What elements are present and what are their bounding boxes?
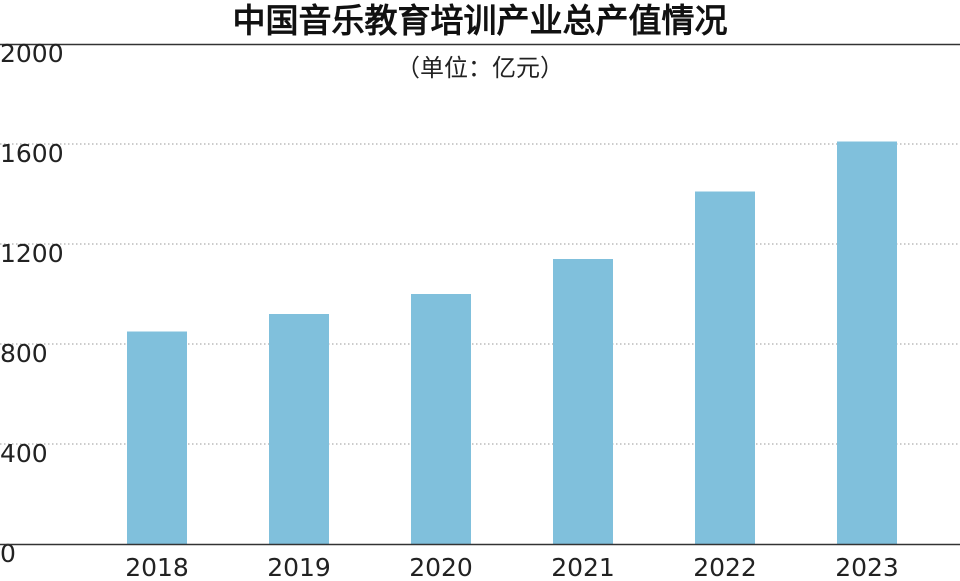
y-tick-label: 800 <box>0 339 48 368</box>
y-tick-label: 2000 <box>0 39 64 68</box>
x-tick-label: 2020 <box>409 553 473 577</box>
y-tick-label: 1600 <box>0 139 64 168</box>
chart-title: 中国音乐教育培训产业总产值情况 <box>233 1 728 40</box>
y-tick-label: 0 <box>0 539 16 568</box>
bar <box>269 314 329 544</box>
x-tick-label: 2021 <box>551 553 615 577</box>
bar <box>695 191 755 544</box>
bar <box>411 294 471 544</box>
y-axis-ticks: 0 400 800 1200 1600 2000 <box>0 39 64 568</box>
x-tick-label: 2022 <box>693 553 757 577</box>
x-tick-label: 2023 <box>835 553 899 577</box>
x-tick-label: 2019 <box>267 553 331 577</box>
bar <box>837 141 897 544</box>
y-tick-label: 400 <box>0 439 48 468</box>
y-tick-label: 1200 <box>0 239 64 268</box>
bar <box>553 259 613 544</box>
chart-subtitle: （单位：亿元） <box>396 54 564 82</box>
bars <box>127 141 897 544</box>
x-axis-ticks: 2018 2019 2020 2021 2022 2023 <box>125 553 899 581</box>
bar <box>127 331 187 544</box>
x-tick-label: 2018 <box>125 553 189 577</box>
